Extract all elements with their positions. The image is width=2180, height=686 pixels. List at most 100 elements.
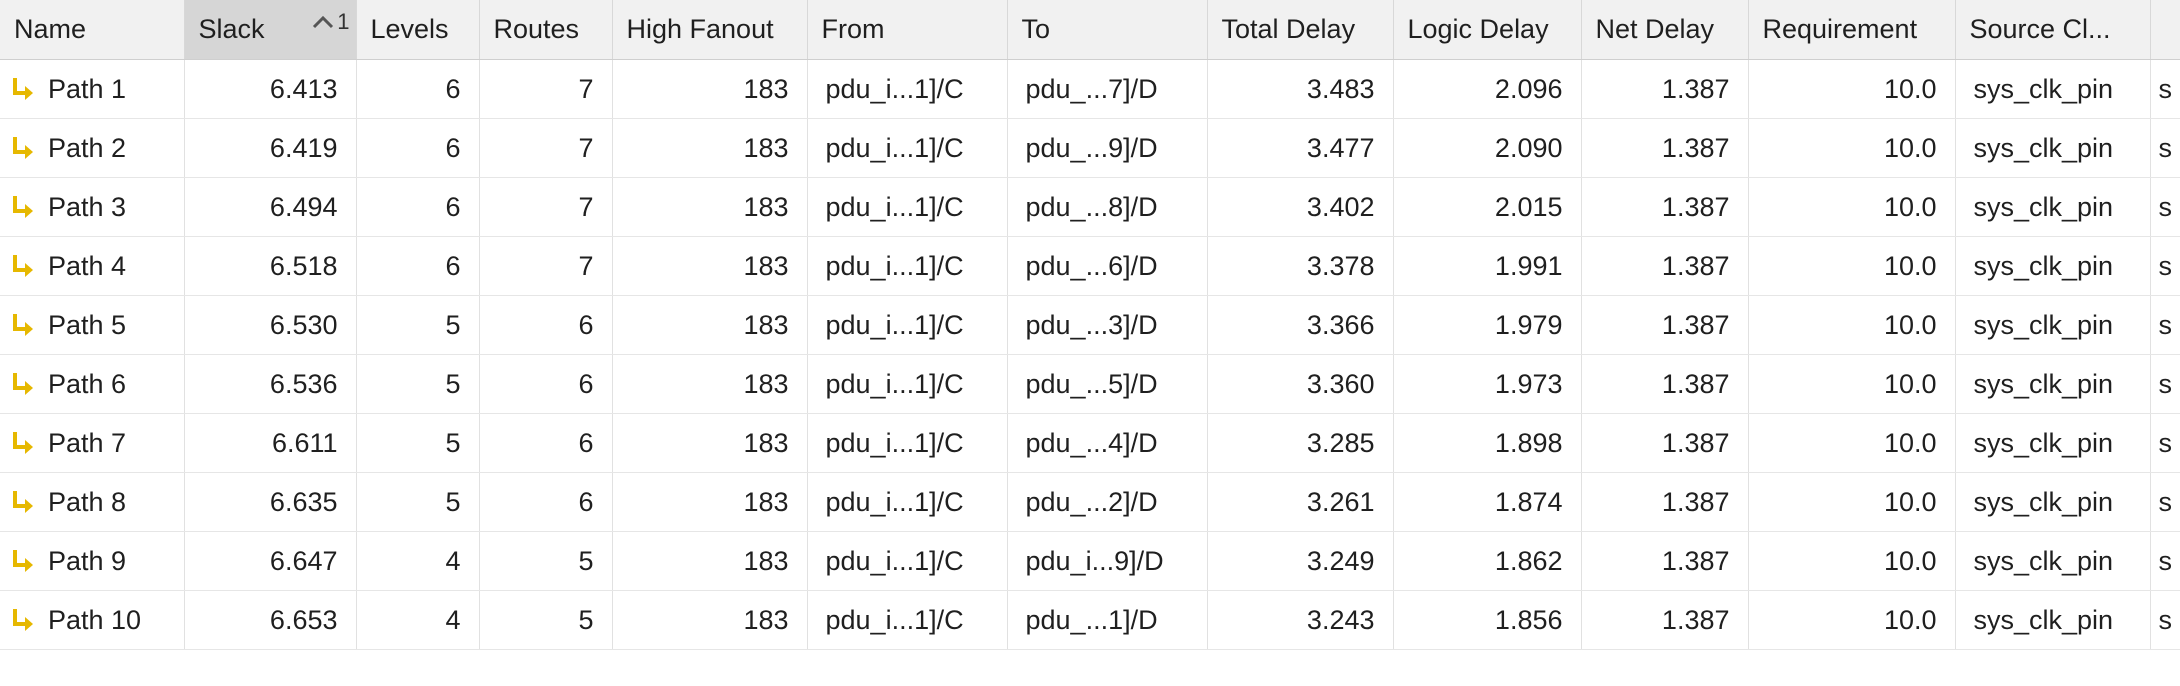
- cell-logic-delay[interactable]: 1.973: [1393, 354, 1582, 414]
- cell-routes[interactable]: 6: [479, 354, 613, 414]
- column-header-name[interactable]: Name: [0, 0, 185, 60]
- column-header-logic-delay[interactable]: Logic Delay: [1393, 0, 1582, 60]
- cell-requirement[interactable]: 10.0: [1748, 590, 1956, 650]
- cell-net-delay[interactable]: 1.387: [1581, 354, 1749, 414]
- table-row[interactable]: Path 6 6.536 5 6 183 pdu_i...1]/C pdu_...5]/D 3…: [0, 354, 2180, 414]
- table-row[interactable]: Path 2 6.419 6 7 183 pdu_i...1]/C pdu_...9]/D 3…: [0, 118, 2180, 178]
- cell-levels[interactable]: 4: [356, 590, 480, 650]
- cell-total-delay[interactable]: 3.477: [1207, 118, 1394, 178]
- cell-clipped[interactable]: s: [2150, 118, 2180, 178]
- cell-net-delay[interactable]: 1.387: [1581, 295, 1749, 355]
- cell-slack[interactable]: 6.647: [184, 531, 357, 591]
- cell-net-delay[interactable]: 1.387: [1581, 472, 1749, 532]
- cell-total-delay[interactable]: 3.285: [1207, 413, 1394, 473]
- cell-routes[interactable]: 6: [479, 472, 613, 532]
- cell-source-clock[interactable]: sys_clk_pin: [1955, 354, 2151, 414]
- cell-source-clock[interactable]: sys_clk_pin: [1955, 413, 2151, 473]
- cell-source-clock[interactable]: sys_clk_pin: [1955, 236, 2151, 296]
- cell-requirement[interactable]: 10.0: [1748, 472, 1956, 532]
- cell-clipped[interactable]: s: [2150, 354, 2180, 414]
- cell-to[interactable]: pdu_...1]/D: [1007, 590, 1208, 650]
- cell-source-clock[interactable]: sys_clk_pin: [1955, 118, 2151, 178]
- cell-to[interactable]: pdu_...5]/D: [1007, 354, 1208, 414]
- cell-from[interactable]: pdu_i...1]/C: [807, 531, 1008, 591]
- cell-logic-delay[interactable]: 1.979: [1393, 295, 1582, 355]
- cell-total-delay[interactable]: 3.249: [1207, 531, 1394, 591]
- cell-net-delay[interactable]: 1.387: [1581, 59, 1749, 119]
- cell-total-delay[interactable]: 3.483: [1207, 59, 1394, 119]
- table-row[interactable]: Path 4 6.518 6 7 183 pdu_i...1]/C pdu_...6]/D 3…: [0, 236, 2180, 296]
- cell-source-clock[interactable]: sys_clk_pin: [1955, 295, 2151, 355]
- cell-slack[interactable]: 6.494: [184, 177, 357, 237]
- cell-requirement[interactable]: 10.0: [1748, 295, 1956, 355]
- cell-logic-delay[interactable]: 1.874: [1393, 472, 1582, 532]
- cell-to[interactable]: pdu_...8]/D: [1007, 177, 1208, 237]
- cell-to[interactable]: pdu_...2]/D: [1007, 472, 1208, 532]
- cell-routes[interactable]: 7: [479, 59, 613, 119]
- cell-slack[interactable]: 6.653: [184, 590, 357, 650]
- column-header-requirement[interactable]: Requirement: [1748, 0, 1956, 60]
- column-header-net-delay[interactable]: Net Delay: [1581, 0, 1749, 60]
- cell-logic-delay[interactable]: 2.015: [1393, 177, 1582, 237]
- cell-source-clock[interactable]: sys_clk_pin: [1955, 531, 2151, 591]
- cell-levels[interactable]: 5: [356, 413, 480, 473]
- cell-high-fanout[interactable]: 183: [612, 590, 808, 650]
- cell-routes[interactable]: 7: [479, 177, 613, 237]
- cell-requirement[interactable]: 10.0: [1748, 59, 1956, 119]
- column-header-total-delay[interactable]: Total Delay: [1207, 0, 1394, 60]
- cell-high-fanout[interactable]: 183: [612, 531, 808, 591]
- cell-logic-delay[interactable]: 1.898: [1393, 413, 1582, 473]
- cell-logic-delay[interactable]: 1.991: [1393, 236, 1582, 296]
- cell-high-fanout[interactable]: 183: [612, 413, 808, 473]
- cell-levels[interactable]: 5: [356, 472, 480, 532]
- cell-clipped[interactable]: s: [2150, 590, 2180, 650]
- column-header-high-fanout[interactable]: High Fanout: [612, 0, 808, 60]
- table-row[interactable]: Path 8 6.635 5 6 183 pdu_i...1]/C pdu_...2]/D 3…: [0, 472, 2180, 532]
- column-header-source-clock[interactable]: Source Cl...: [1955, 0, 2151, 60]
- cell-from[interactable]: pdu_i...1]/C: [807, 236, 1008, 296]
- table-row[interactable]: Path 5 6.530 5 6 183 pdu_i...1]/C pdu_...3]/D 3…: [0, 295, 2180, 355]
- cell-levels[interactable]: 6: [356, 118, 480, 178]
- cell-routes[interactable]: 5: [479, 590, 613, 650]
- cell-slack[interactable]: 6.419: [184, 118, 357, 178]
- cell-source-clock[interactable]: sys_clk_pin: [1955, 590, 2151, 650]
- cell-logic-delay[interactable]: 2.090: [1393, 118, 1582, 178]
- cell-routes[interactable]: 7: [479, 118, 613, 178]
- cell-levels[interactable]: 6: [356, 236, 480, 296]
- column-header-routes[interactable]: Routes: [479, 0, 613, 60]
- cell-high-fanout[interactable]: 183: [612, 236, 808, 296]
- cell-clipped[interactable]: s: [2150, 531, 2180, 591]
- cell-levels[interactable]: 6: [356, 59, 480, 119]
- cell-name[interactable]: Path 1: [0, 59, 185, 119]
- cell-levels[interactable]: 5: [356, 354, 480, 414]
- cell-slack[interactable]: 6.611: [184, 413, 357, 473]
- table-row[interactable]: Path 7 6.611 5 6 183 pdu_i...1]/C pdu_...4]/D 3…: [0, 413, 2180, 473]
- cell-to[interactable]: pdu_...4]/D: [1007, 413, 1208, 473]
- cell-logic-delay[interactable]: 1.862: [1393, 531, 1582, 591]
- cell-from[interactable]: pdu_i...1]/C: [807, 590, 1008, 650]
- cell-requirement[interactable]: 10.0: [1748, 177, 1956, 237]
- cell-clipped[interactable]: s: [2150, 177, 2180, 237]
- cell-total-delay[interactable]: 3.360: [1207, 354, 1394, 414]
- cell-to[interactable]: pdu_i...9]/D: [1007, 531, 1208, 591]
- cell-slack[interactable]: 6.530: [184, 295, 357, 355]
- cell-total-delay[interactable]: 3.366: [1207, 295, 1394, 355]
- cell-name[interactable]: Path 7: [0, 413, 185, 473]
- cell-net-delay[interactable]: 1.387: [1581, 531, 1749, 591]
- cell-from[interactable]: pdu_i...1]/C: [807, 59, 1008, 119]
- cell-source-clock[interactable]: sys_clk_pin: [1955, 59, 2151, 119]
- cell-slack[interactable]: 6.635: [184, 472, 357, 532]
- table-row[interactable]: Path 10 6.653 4 5 183 pdu_i...1]/C pdu_...1]/D…: [0, 590, 2180, 650]
- cell-clipped[interactable]: s: [2150, 472, 2180, 532]
- table-row[interactable]: Path 3 6.494 6 7 183 pdu_i...1]/C pdu_...8]/D 3…: [0, 177, 2180, 237]
- cell-net-delay[interactable]: 1.387: [1581, 590, 1749, 650]
- cell-requirement[interactable]: 10.0: [1748, 413, 1956, 473]
- cell-name[interactable]: Path 10: [0, 590, 185, 650]
- cell-net-delay[interactable]: 1.387: [1581, 236, 1749, 296]
- cell-name[interactable]: Path 6: [0, 354, 185, 414]
- cell-from[interactable]: pdu_i...1]/C: [807, 295, 1008, 355]
- cell-high-fanout[interactable]: 183: [612, 295, 808, 355]
- column-header-slack[interactable]: Slack 1: [184, 0, 357, 60]
- cell-slack[interactable]: 6.518: [184, 236, 357, 296]
- cell-clipped[interactable]: s: [2150, 59, 2180, 119]
